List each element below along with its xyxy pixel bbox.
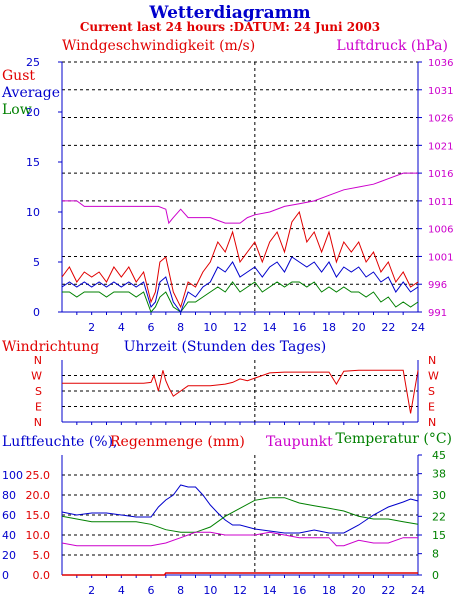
rain-series-line [62,572,418,576]
humidity-tick-label: 40 [2,529,16,542]
direction-tick-label-right: W [428,370,439,383]
rain-axis-label: Regenmenge (mm) [110,434,245,450]
humidity-series-line [61,484,419,534]
diagram-title: Wetterdiagramm [148,3,310,23]
direction-tick-label-left: S [35,385,42,398]
pressure-tick-label: 1036 [428,58,453,69]
hour-tick-label: 8 [177,584,184,597]
hour-axis-label: Uhrzeit (Stunden des Tages) [124,339,327,355]
rain-tick-label: 15.0 [26,509,51,522]
legend-average: Average [1,85,60,101]
hour-tick-label: 16 [292,321,306,334]
pressure-tick-label: 996 [428,280,447,291]
wind-speed-axis-label: Windgeschwindigkeit (m/s) [62,38,255,54]
dewpoint-series-line [61,531,418,547]
direction-tick-label-left: W [31,370,42,383]
temperature-tick-label: 15 [432,529,446,542]
hour-tick-label: 2 [88,321,95,334]
pressure-tick-label: 1011 [428,197,453,208]
direction-tick-label-right: S [428,385,435,398]
rain-tick-label: 10.0 [26,529,51,542]
rain-tick-label: 25.0 [26,469,51,482]
humidity-tick-label: 100 [2,469,23,482]
pressure-tick-label: 1021 [428,141,453,152]
hour-tick-label: 12 [233,321,247,334]
low-series-line [62,281,419,313]
pressure-tick-label: 1001 [428,252,453,263]
legend-gust: Gust [2,68,35,84]
hour-tick-label: 6 [148,321,155,334]
temperature-axis-label: Temperatur (°C) [335,431,452,447]
wind-speed-tick-label: 10 [26,206,40,219]
temperature-tick-label: 30 [432,489,446,502]
direction-tick-label-left: N [34,416,42,429]
hour-tick-label: 10 [203,321,217,334]
hour-tick-label: 6 [148,584,155,597]
hour-tick-label: 16 [292,584,306,597]
pressure-tick-label: 991 [428,308,447,319]
hour-tick-label: 4 [118,584,125,597]
hour-tick-label: 18 [322,584,336,597]
hour-tick-label: 22 [381,584,395,597]
hour-tick-label: 24 [411,321,425,334]
hour-tick-label: 20 [352,584,366,597]
hour-tick-label: 4 [118,321,125,334]
hour-tick-label: 18 [322,321,336,334]
humidity-temperature-chart: 0204060801000.05.010.015.020.025.0081522… [2,449,446,597]
wind-direction-chart: N NW WS SE EN N [31,354,439,429]
wind-speed-tick-label: 25 [26,56,40,69]
temperature-tick-label: 0 [432,569,439,582]
wind-direction-series-line [62,369,419,414]
humidity-tick-label: 60 [2,509,16,522]
direction-tick-label-left: N [34,354,42,367]
wind-speed-tick-label: 20 [26,106,40,119]
direction-tick-label-left: E [35,401,42,414]
wind-speed-tick-label: 5 [33,256,40,269]
temperature-series-line [61,497,419,533]
hour-tick-label: 12 [233,584,247,597]
rain-tick-label: 0.0 [33,569,51,582]
humidity-tick-label: 0 [2,569,9,582]
pressure-axis-label: Luftdruck (hPa) [336,38,448,54]
temperature-tick-label: 38 [432,468,446,481]
pressure-tick-label: 1031 [428,86,453,97]
direction-tick-label-right: N [428,416,436,429]
direction-tick-label-right: E [428,401,435,414]
dewpoint-label: Taupunkt [266,434,333,450]
hour-tick-label: 10 [203,584,217,597]
diagram-subtitle: Current last 24 hours :DATUM: 24 Juni 20… [80,20,380,34]
wind-speed-tick-label: 15 [26,156,40,169]
hour-tick-label: 20 [352,321,366,334]
direction-tick-label-right: N [428,354,436,367]
gust-series-line [61,210,419,309]
pressure-tick-label: 1016 [428,169,453,180]
humidity-tick-label: 80 [2,489,16,502]
temperature-tick-label: 8 [432,548,439,561]
rain-tick-label: 20.0 [26,489,51,502]
hour-tick-label: 2 [88,584,95,597]
temperature-tick-label: 22 [432,510,446,523]
wind-direction-label: Windrichtung [2,339,99,355]
hour-tick-label: 14 [263,321,277,334]
average-series-line [61,256,419,314]
humidity-tick-label: 20 [2,549,16,562]
hour-tick-label: 24 [411,584,425,597]
pressure-series-line [62,172,418,225]
rain-tick-label: 5.0 [33,549,51,562]
wind-pressure-chart: 0510152025991996100110061011101610211026… [26,56,453,334]
temperature-tick-label: 45 [432,449,446,462]
humidity-axis-label: Luftfeuchte (%), [2,434,118,450]
hour-tick-label: 22 [381,321,395,334]
pressure-tick-label: 1006 [428,225,453,236]
legend-low: Low [2,102,32,118]
hour-tick-label: 14 [263,584,277,597]
pressure-tick-label: 1026 [428,114,453,125]
hour-tick-label: 8 [177,321,184,334]
wind-speed-tick-label: 0 [33,306,40,319]
